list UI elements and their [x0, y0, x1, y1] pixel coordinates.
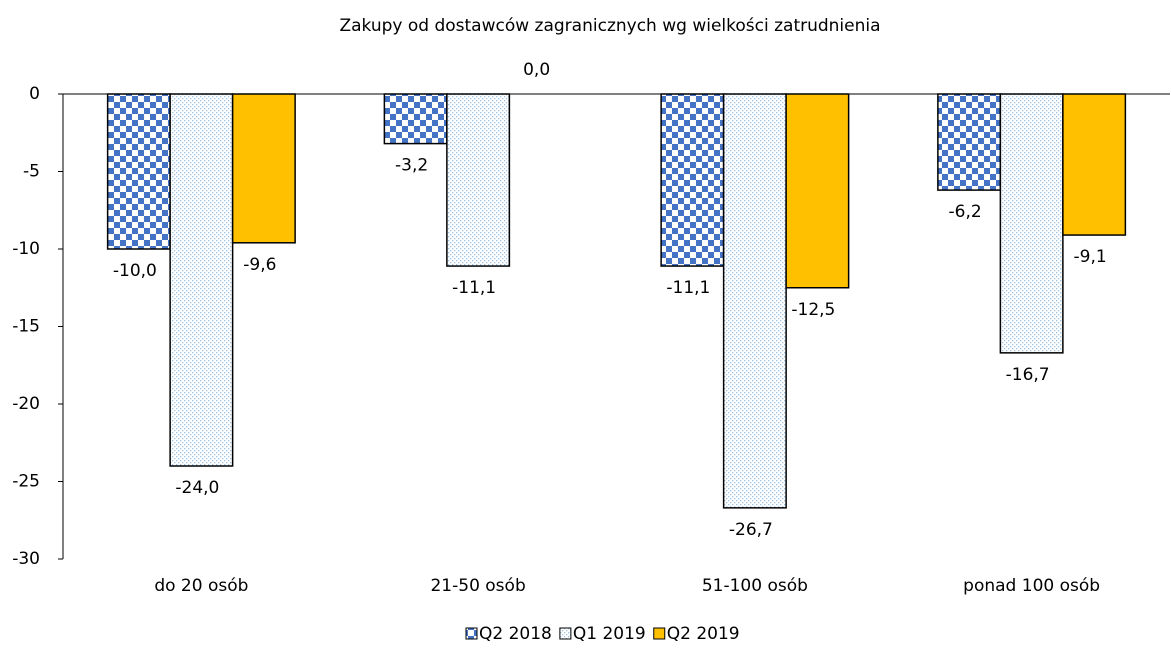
x-tick-label: 51-100 osób: [702, 576, 808, 596]
value-label: -11,1: [452, 278, 496, 298]
y-tick-label: -20: [12, 394, 40, 414]
legend-label: Q1 2019: [573, 624, 646, 644]
legend-label: Q2 2018: [479, 624, 552, 644]
legend-swatch: [653, 627, 666, 640]
y-tick-label: -5: [23, 162, 40, 182]
value-label: -9,1: [1074, 247, 1107, 267]
x-tick-label: do 20 osób: [154, 576, 248, 596]
value-label: -16,7: [1006, 365, 1050, 385]
bar: [1062, 93, 1127, 236]
bar: [106, 93, 171, 250]
legend-label: Q2 2019: [667, 624, 740, 644]
y-tick-label: -25: [12, 472, 40, 492]
bar: [383, 93, 448, 145]
value-label: -9,6: [243, 255, 276, 275]
y-tick-label: -15: [12, 317, 40, 337]
value-label: -6,2: [949, 202, 982, 222]
x-tick-label: 21-50 osób: [430, 576, 525, 596]
value-label: -26,7: [729, 520, 773, 540]
value-label: -11,1: [666, 278, 710, 298]
value-label: 0,0: [523, 60, 550, 80]
bar: [937, 93, 1002, 191]
value-label: -12,5: [791, 300, 835, 320]
legend-swatch: [559, 627, 572, 640]
y-tick-label: -10: [12, 239, 40, 259]
value-label: -24,0: [175, 478, 219, 498]
bar: [446, 93, 511, 267]
bar: [785, 93, 850, 289]
y-tick-label: -30: [12, 549, 40, 569]
bar: [231, 93, 296, 244]
bar: [722, 93, 787, 509]
bar: [169, 93, 234, 467]
bar: [999, 93, 1064, 354]
chart-title: Zakupy od dostawców zagranicznych wg wie…: [339, 16, 880, 36]
y-tick-label: 0: [29, 84, 40, 104]
x-tick-label: ponad 100 osób: [963, 576, 1100, 596]
value-label: -3,2: [395, 156, 428, 176]
value-label: -10,0: [113, 261, 157, 281]
legend-swatch: [465, 627, 478, 640]
bar: [660, 93, 725, 267]
